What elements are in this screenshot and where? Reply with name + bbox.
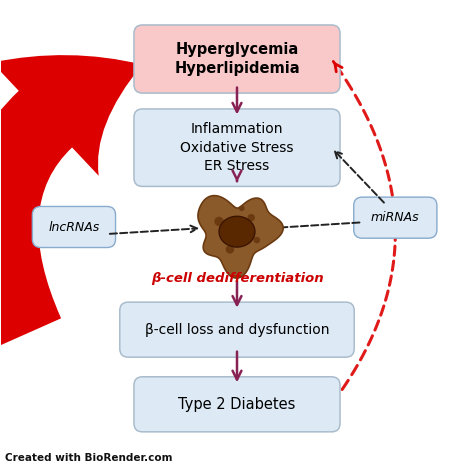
FancyArrowPatch shape xyxy=(0,55,142,350)
Circle shape xyxy=(214,217,224,226)
Text: β-cell loss and dysfunction: β-cell loss and dysfunction xyxy=(145,322,329,336)
Ellipse shape xyxy=(219,216,255,247)
Text: Created with BioRender.com: Created with BioRender.com xyxy=(5,453,173,463)
Text: Type 2 Diabetes: Type 2 Diabetes xyxy=(178,397,296,412)
Text: Inflammation
Oxidative Stress
ER Stress: Inflammation Oxidative Stress ER Stress xyxy=(180,122,294,173)
FancyBboxPatch shape xyxy=(134,25,340,93)
Circle shape xyxy=(239,205,245,211)
Text: lncRNAs: lncRNAs xyxy=(48,220,100,234)
Circle shape xyxy=(226,245,234,254)
FancyBboxPatch shape xyxy=(32,206,116,248)
Circle shape xyxy=(254,237,260,243)
Circle shape xyxy=(247,214,255,221)
Polygon shape xyxy=(198,196,283,278)
Text: Hyperglycemia
Hyperlipidemia: Hyperglycemia Hyperlipidemia xyxy=(174,42,300,76)
Text: miRNAs: miRNAs xyxy=(371,211,419,224)
FancyBboxPatch shape xyxy=(120,302,354,357)
FancyBboxPatch shape xyxy=(354,197,437,238)
FancyBboxPatch shape xyxy=(134,109,340,186)
Text: β-cell dedifferentiation: β-cell dedifferentiation xyxy=(151,272,323,285)
FancyBboxPatch shape xyxy=(134,377,340,432)
